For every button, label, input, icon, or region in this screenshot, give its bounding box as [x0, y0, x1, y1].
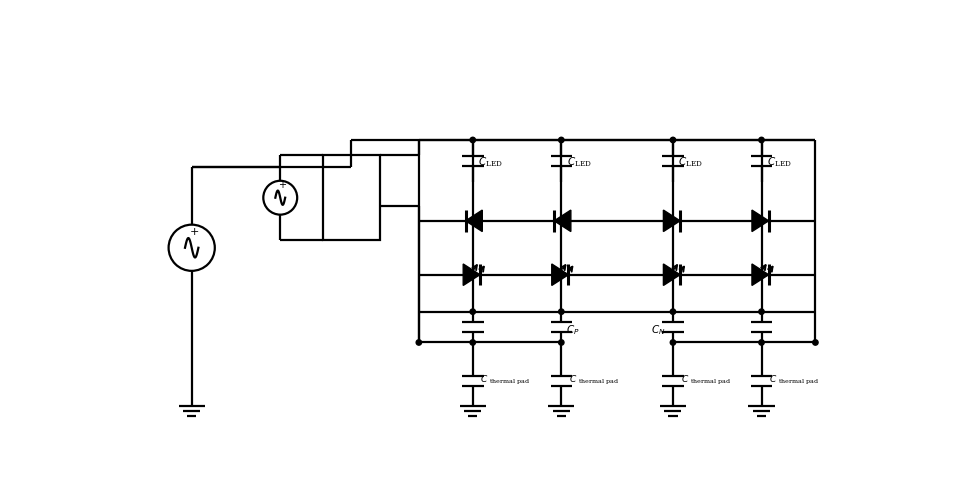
Polygon shape [752, 210, 769, 232]
Circle shape [416, 340, 421, 345]
Circle shape [559, 272, 564, 277]
Polygon shape [554, 210, 571, 232]
Circle shape [670, 137, 676, 143]
Polygon shape [752, 264, 769, 285]
Circle shape [470, 218, 475, 224]
Circle shape [758, 340, 764, 345]
Circle shape [670, 309, 676, 314]
Text: $C\ _\mathregular{thermal\ pad}$: $C\ _\mathregular{thermal\ pad}$ [480, 374, 531, 387]
Text: $C\ _\mathregular{thermal\ pad}$: $C\ _\mathregular{thermal\ pad}$ [569, 374, 619, 387]
Text: +: + [189, 227, 199, 237]
Circle shape [470, 309, 475, 314]
Text: $C_\mathregular{LED}$: $C_\mathregular{LED}$ [566, 155, 591, 169]
Circle shape [670, 340, 676, 345]
Polygon shape [663, 264, 680, 285]
Text: $C_\mathregular{LED}$: $C_\mathregular{LED}$ [478, 155, 503, 169]
Circle shape [559, 309, 564, 314]
Circle shape [758, 272, 764, 277]
Text: $C\ _\mathregular{thermal\ pad}$: $C\ _\mathregular{thermal\ pad}$ [681, 374, 731, 387]
Polygon shape [464, 264, 480, 285]
Polygon shape [552, 264, 568, 285]
Bar [323, 155, 380, 240]
Text: $C_P$: $C_P$ [566, 323, 580, 337]
Text: +: + [277, 180, 286, 190]
Circle shape [470, 137, 475, 143]
Circle shape [670, 218, 676, 224]
Circle shape [758, 137, 764, 143]
Circle shape [470, 272, 475, 277]
Polygon shape [663, 210, 680, 232]
Circle shape [559, 218, 564, 224]
Circle shape [559, 137, 564, 143]
Text: $C_N$: $C_N$ [652, 323, 666, 337]
Circle shape [758, 309, 764, 314]
Text: $C_\mathregular{LED}$: $C_\mathregular{LED}$ [679, 155, 703, 169]
Circle shape [813, 340, 818, 345]
Polygon shape [466, 210, 482, 232]
Text: $C\ _\mathregular{thermal\ pad}$: $C\ _\mathregular{thermal\ pad}$ [769, 374, 819, 387]
Circle shape [670, 272, 676, 277]
Text: $C_\mathregular{LED}$: $C_\mathregular{LED}$ [767, 155, 792, 169]
Circle shape [470, 340, 475, 345]
Circle shape [559, 340, 564, 345]
Circle shape [758, 218, 764, 224]
